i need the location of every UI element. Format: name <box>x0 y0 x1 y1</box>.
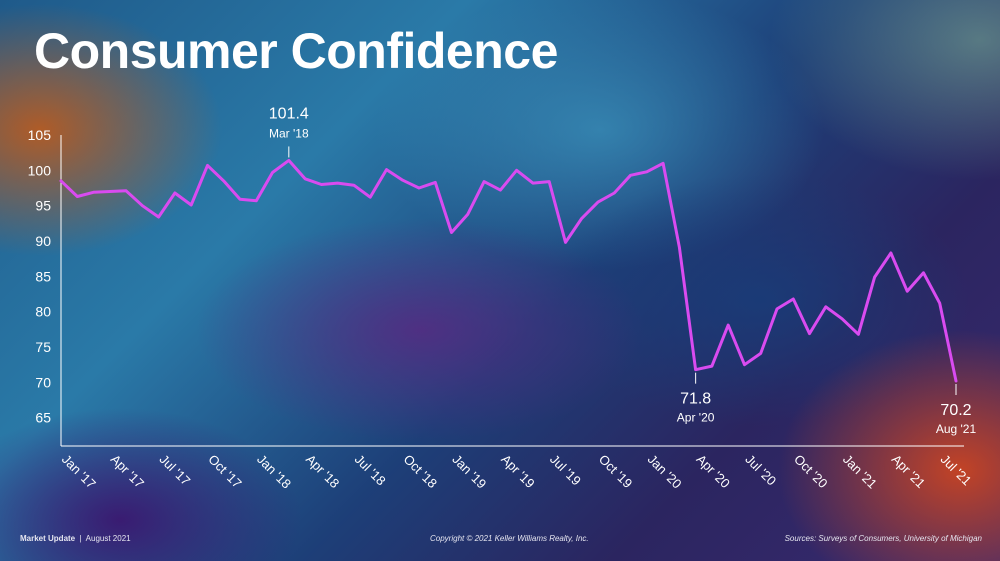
x-tick-label: Apr '19 <box>498 452 537 491</box>
footer-market-update-label: Market Update <box>20 534 76 543</box>
x-tick-label: Jul '17 <box>157 452 194 489</box>
series-line <box>59 158 958 383</box>
annotation: 101.4 Mar '18 <box>269 105 309 158</box>
x-tick-label: Jul '18 <box>352 452 389 489</box>
x-tick-label: Jan '20 <box>645 452 685 492</box>
x-tick-label: Jul '19 <box>547 452 584 489</box>
annotation: 70.2 Aug '21 <box>936 383 977 436</box>
x-tick-label: Oct '20 <box>791 452 830 491</box>
x-tick-label: Apr '20 <box>694 452 733 491</box>
y-tick-label: 85 <box>35 268 51 284</box>
annotation-label: Apr '20 <box>677 411 715 425</box>
x-tick-label: Jan '17 <box>59 452 99 492</box>
y-tick-label: 70 <box>35 374 51 390</box>
footer-separator: | <box>79 534 82 543</box>
annotation-label: Mar '18 <box>269 126 309 140</box>
y-tick-label: 100 <box>28 162 52 178</box>
annotation-value: 101.4 <box>269 105 309 122</box>
annotation-value: 71.8 <box>680 391 711 408</box>
x-tick-label: Apr '18 <box>303 452 342 491</box>
annotation: 71.8 Apr '20 <box>677 372 715 425</box>
x-tick-label: Jul '20 <box>742 452 779 489</box>
y-tick-label: 90 <box>35 233 51 249</box>
x-tick-label: Jan '18 <box>254 452 294 492</box>
footer-copyright: Copyright © 2021 Keller Williams Realty,… <box>430 534 589 543</box>
x-tick-label: Oct '18 <box>401 452 440 491</box>
annotation-label: Aug '21 <box>936 422 977 436</box>
y-tick-label: 105 <box>28 127 52 143</box>
y-tick-label: 75 <box>35 339 51 355</box>
x-tick-label: Oct '17 <box>205 452 244 491</box>
x-tick-label: Jan '19 <box>449 452 489 492</box>
x-tick-label: Apr '21 <box>889 452 928 491</box>
y-tick-label: 65 <box>35 410 51 426</box>
x-tick-label: Jan '21 <box>840 452 880 492</box>
footer-date: August 2021 <box>85 534 131 543</box>
footer-sources: Sources: Surveys of Consumers, Universit… <box>784 534 982 543</box>
x-tick-label: Apr '17 <box>108 452 147 491</box>
x-tick-label: Oct '19 <box>596 452 635 491</box>
footer-market-update: Market Update | August 2021 <box>20 534 131 543</box>
y-tick-label: 80 <box>35 304 51 320</box>
y-tick-label: 95 <box>35 198 51 214</box>
x-tick-label: Jul '21 <box>938 452 975 489</box>
annotation-value: 70.2 <box>940 402 971 419</box>
page-title: Consumer Confidence <box>34 23 558 79</box>
